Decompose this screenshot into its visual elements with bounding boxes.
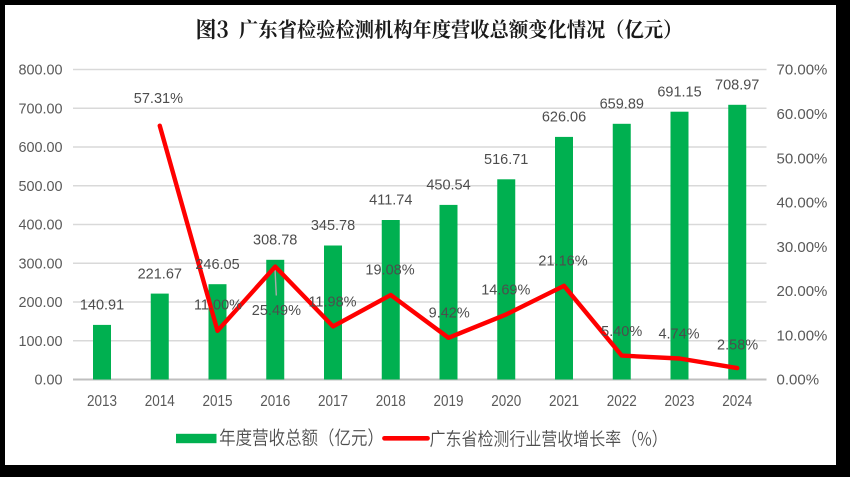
svg-text:246.05: 246.05 <box>195 257 239 273</box>
svg-text:100.00: 100.00 <box>18 334 62 350</box>
svg-text:345.78: 345.78 <box>311 218 355 234</box>
svg-text:40.00%: 40.00% <box>777 195 828 212</box>
svg-text:2015: 2015 <box>203 393 233 410</box>
svg-text:700.00: 700.00 <box>18 101 62 117</box>
svg-text:21.16%: 21.16% <box>538 254 587 270</box>
svg-text:14.69%: 14.69% <box>481 283 530 299</box>
svg-text:2016: 2016 <box>260 393 290 410</box>
svg-text:2019: 2019 <box>434 393 464 410</box>
svg-text:516.71: 516.71 <box>484 152 528 168</box>
svg-text:500.00: 500.00 <box>18 179 62 195</box>
svg-text:2023: 2023 <box>665 393 695 410</box>
svg-text:2013: 2013 <box>87 393 117 410</box>
svg-text:9.42%: 9.42% <box>429 306 470 322</box>
svg-text:2017: 2017 <box>318 393 348 410</box>
svg-text:0.00: 0.00 <box>34 373 62 389</box>
svg-text:2.58%: 2.58% <box>717 338 758 354</box>
svg-text:411.74: 411.74 <box>369 193 412 209</box>
svg-text:20.00%: 20.00% <box>777 283 828 300</box>
svg-text:11.98%: 11.98% <box>308 295 356 311</box>
svg-text:11.00%: 11.00% <box>194 297 242 313</box>
svg-text:200.00: 200.00 <box>18 295 62 311</box>
svg-text:10.00%: 10.00% <box>777 327 828 344</box>
svg-text:140.91: 140.91 <box>80 298 124 314</box>
svg-text:57.31%: 57.31% <box>134 91 183 107</box>
svg-text:2024: 2024 <box>722 393 752 410</box>
svg-text:0.00%: 0.00% <box>777 372 820 389</box>
svg-text:300.00: 300.00 <box>18 256 62 272</box>
svg-text:60.00%: 60.00% <box>777 106 828 123</box>
svg-text:708.97: 708.97 <box>715 78 759 94</box>
svg-text:2022: 2022 <box>607 393 637 410</box>
svg-text:19.08%: 19.08% <box>365 263 414 279</box>
svg-text:600.00: 600.00 <box>18 140 62 156</box>
svg-text:5.40%: 5.40% <box>601 324 642 340</box>
svg-text:25.49%: 25.49% <box>252 303 301 319</box>
svg-text:2021: 2021 <box>549 393 579 410</box>
svg-text:691.15: 691.15 <box>657 84 701 100</box>
svg-text:70.00%: 70.00% <box>777 62 828 79</box>
svg-text:626.06: 626.06 <box>542 110 586 126</box>
svg-text:50.00%: 50.00% <box>777 150 828 167</box>
svg-text:30.00%: 30.00% <box>777 239 828 256</box>
svg-text:800.00: 800.00 <box>18 63 62 79</box>
svg-text:2014: 2014 <box>145 393 175 410</box>
svg-text:450.54: 450.54 <box>426 178 470 194</box>
svg-text:308.78: 308.78 <box>253 233 297 249</box>
svg-text:221.67: 221.67 <box>138 266 182 282</box>
svg-text:4.74%: 4.74% <box>658 327 699 343</box>
svg-text:2018: 2018 <box>376 393 406 410</box>
svg-text:400.00: 400.00 <box>18 218 62 234</box>
svg-text:659.89: 659.89 <box>600 97 644 113</box>
svg-text:2020: 2020 <box>491 393 521 410</box>
